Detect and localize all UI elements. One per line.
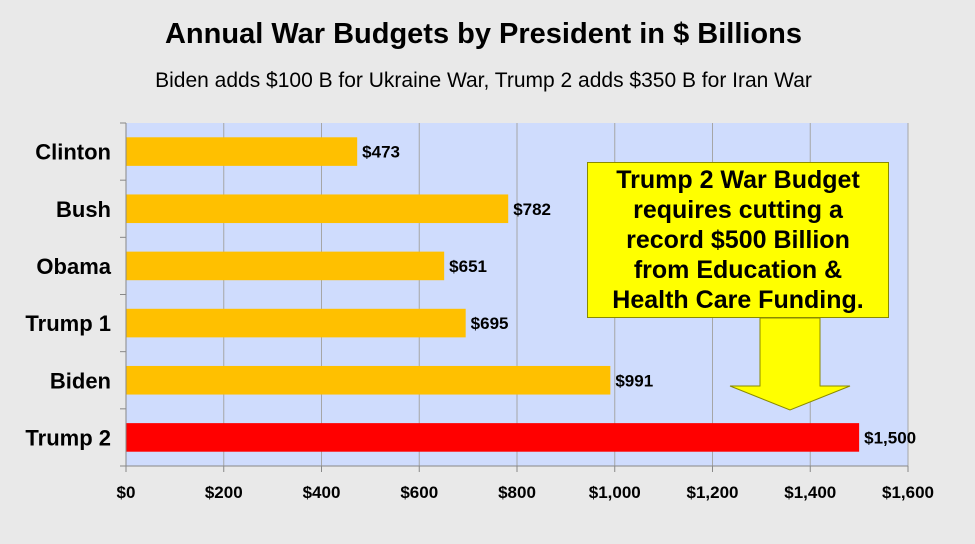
category-label: Trump 2 <box>25 425 111 450</box>
annotation-callout: Trump 2 War Budget requires cutting a re… <box>587 162 889 318</box>
x-tick-label: $1,400 <box>784 483 836 502</box>
data-label: $651 <box>449 257 487 276</box>
x-tick-label: $800 <box>498 483 536 502</box>
data-label: $782 <box>513 200 551 219</box>
category-label: Biden <box>50 368 111 393</box>
x-tick-label: $1,200 <box>687 483 739 502</box>
chart-subtitle: Biden adds $100 B for Ukraine War, Trump… <box>155 69 812 92</box>
bars <box>126 137 860 452</box>
x-tick-label: $200 <box>205 483 243 502</box>
category-label: Bush <box>56 197 111 222</box>
callout-arrow-group <box>729 317 851 411</box>
data-label: $991 <box>615 371 653 390</box>
bar-obama <box>126 251 445 281</box>
category-label: Trump 1 <box>25 311 111 336</box>
bar-biden <box>126 365 611 395</box>
bar-trump-2 <box>126 423 860 452</box>
x-tick-label: $1,600 <box>882 483 934 502</box>
x-tick-labels: $0 $200 $400 $600 $800 $1,000 $1,200 $1,400 $1,6… <box>117 483 934 502</box>
annotation-text: Trump 2 War Budget requires cutting a re… <box>612 166 864 314</box>
category-labels: Clinton Bush Obama Trump 1 Biden Trump 2 <box>25 140 111 451</box>
chart-title: Annual War Budgets by President in $ Bil… <box>164 18 802 50</box>
x-tick-label: $1,000 <box>589 483 641 502</box>
bar-trump-1 <box>126 308 466 338</box>
category-label: Clinton <box>35 140 111 165</box>
bar-clinton <box>126 137 358 166</box>
category-label: Obama <box>36 254 111 279</box>
data-label: $1,500 <box>864 428 916 447</box>
axis <box>120 122 909 472</box>
data-label: $473 <box>362 143 400 162</box>
data-label: $695 <box>471 314 509 333</box>
x-tick-label: $600 <box>400 483 438 502</box>
bar-bush <box>126 194 509 224</box>
callout-arrow <box>729 317 851 411</box>
data-labels: $473 $782 $651 $695 $991 $1,500 <box>362 143 916 448</box>
x-tick-label: $0 <box>117 483 136 502</box>
x-tick-label: $400 <box>303 483 341 502</box>
